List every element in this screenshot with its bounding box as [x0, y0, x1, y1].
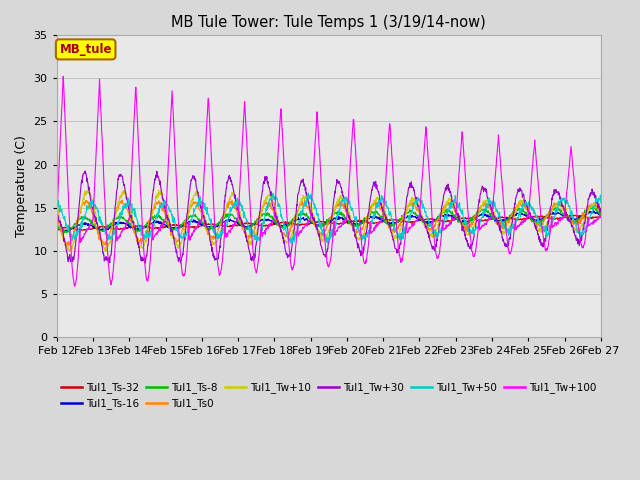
Tul1_Ts0	[301, 197, 308, 203]
Tul1_Tw+10	[118, 192, 125, 198]
Tul1_Tw+100	[96, 76, 104, 82]
Tul1_Tw+30	[284, 253, 292, 259]
Tul1_Tw+10	[102, 248, 110, 254]
Tul1_Ts-8	[597, 212, 605, 218]
Tul1_Tw+100	[60, 73, 67, 79]
Tul1_Ts-8	[363, 214, 371, 220]
Tul1_Ts0	[65, 243, 72, 249]
Tul1_Tw+50	[597, 200, 605, 206]
Tul1_Ts-16	[363, 217, 371, 223]
Tul1_Tw+10	[597, 208, 605, 214]
Tul1_Ts-16	[118, 220, 125, 226]
Tul1_Ts-16	[284, 221, 292, 227]
Tul1_Ts-32	[597, 214, 605, 220]
Tul1_Tw+10	[85, 187, 93, 192]
Tul1_Ts0	[284, 230, 292, 236]
Tul1_Ts-32	[118, 226, 125, 232]
Tul1_Ts-8	[53, 221, 61, 227]
Tul1_Ts0	[295, 203, 303, 209]
Tul1_Ts-16	[95, 228, 103, 234]
Tul1_Ts0	[53, 216, 61, 221]
Tul1_Ts0	[364, 213, 371, 219]
Tul1_Tw+50	[305, 191, 312, 196]
Tul1_Ts-16	[305, 219, 313, 225]
Tul1_Ts-16	[61, 229, 68, 235]
Tul1_Tw+30	[141, 260, 149, 266]
Tul1_Tw+50	[53, 201, 61, 206]
Tul1_Tw+50	[295, 219, 303, 225]
Line: Tul1_Tw+30: Tul1_Tw+30	[57, 171, 601, 263]
Line: Tul1_Tw+50: Tul1_Tw+50	[57, 193, 601, 243]
Line: Tul1_Ts-16: Tul1_Ts-16	[57, 211, 601, 232]
Tul1_Tw+10	[284, 237, 292, 243]
Tul1_Ts-8	[295, 213, 303, 218]
Legend: Tul1_Ts-32, Tul1_Ts-16, Tul1_Ts-8, Tul1_Ts0, Tul1_Tw+10, Tul1_Tw+30, Tul1_Tw+50,: Tul1_Ts-32, Tul1_Ts-16, Tul1_Ts-8, Tul1_…	[56, 378, 601, 414]
Tul1_Ts-8	[118, 214, 125, 219]
Tul1_Ts0	[95, 235, 103, 241]
Tul1_Tw+50	[364, 232, 371, 238]
Tul1_Tw+10	[296, 204, 303, 210]
Tul1_Tw+30	[81, 168, 89, 174]
Tul1_Ts-32	[95, 224, 103, 230]
Tul1_Ts-32	[305, 221, 313, 227]
Line: Tul1_Ts-32: Tul1_Ts-32	[57, 215, 601, 230]
Line: Tul1_Tw+100: Tul1_Tw+100	[57, 76, 601, 286]
Tul1_Tw+30	[364, 227, 371, 232]
Tul1_Ts-32	[567, 212, 575, 218]
Tul1_Ts0	[597, 210, 605, 216]
Tul1_Tw+10	[95, 231, 103, 237]
Tul1_Ts-32	[284, 220, 292, 226]
Tul1_Tw+100	[305, 217, 313, 223]
Tul1_Tw+30	[305, 204, 313, 209]
Tul1_Tw+10	[305, 199, 313, 205]
Tul1_Ts-16	[53, 225, 61, 231]
Tul1_Ts-8	[284, 221, 292, 227]
Tul1_Tw+30	[118, 172, 125, 178]
Line: Tul1_Tw+10: Tul1_Tw+10	[57, 190, 601, 251]
Tul1_Tw+50	[117, 209, 125, 215]
Tul1_Ts-16	[295, 216, 303, 222]
Y-axis label: Temperature (C): Temperature (C)	[15, 135, 28, 237]
Tul1_Tw+30	[53, 206, 61, 212]
Tul1_Tw+50	[305, 195, 313, 201]
Tul1_Ts0	[118, 201, 125, 206]
Tul1_Ts-16	[597, 213, 605, 218]
Tul1_Tw+50	[95, 214, 102, 219]
Line: Tul1_Ts-8: Tul1_Ts-8	[57, 206, 601, 233]
Tul1_Tw+100	[364, 252, 371, 258]
Tul1_Ts-32	[295, 222, 303, 228]
Tul1_Tw+100	[118, 229, 125, 235]
Line: Tul1_Ts0: Tul1_Ts0	[57, 200, 601, 246]
Tul1_Tw+10	[53, 200, 61, 205]
Tul1_Ts-32	[53, 226, 61, 232]
Tul1_Tw+100	[70, 283, 78, 289]
Tul1_Ts-16	[589, 208, 597, 214]
Tul1_Ts0	[305, 208, 313, 214]
Tul1_Tw+30	[597, 208, 605, 214]
Tul1_Tw+50	[284, 235, 291, 240]
Tul1_Tw+100	[53, 217, 61, 223]
Tul1_Tw+100	[597, 215, 605, 221]
Title: MB Tule Tower: Tule Temps 1 (3/19/14-now): MB Tule Tower: Tule Temps 1 (3/19/14-now…	[172, 15, 486, 30]
Tul1_Ts-8	[305, 216, 313, 222]
Tul1_Ts-32	[78, 228, 86, 233]
Tul1_Tw+100	[284, 231, 292, 237]
Tul1_Tw+100	[296, 230, 303, 236]
Tul1_Ts-8	[95, 228, 103, 233]
Tul1_Ts-32	[363, 219, 371, 225]
Tul1_Tw+30	[95, 227, 103, 233]
Tul1_Ts-8	[586, 203, 593, 209]
Tul1_Tw+50	[288, 240, 296, 246]
Tul1_Tw+30	[296, 184, 303, 190]
Tul1_Tw+10	[364, 221, 371, 227]
Text: MB_tule: MB_tule	[60, 43, 112, 56]
Tul1_Ts-8	[60, 230, 67, 236]
